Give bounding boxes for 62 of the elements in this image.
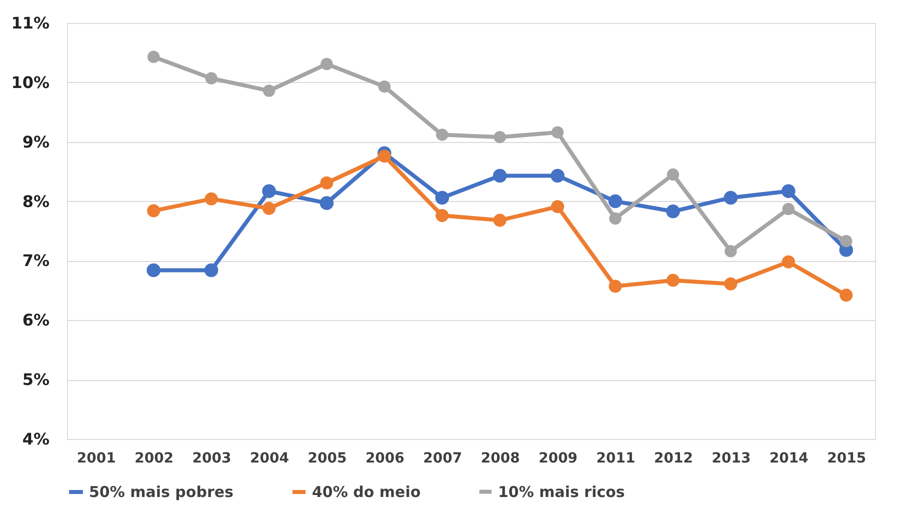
point — [724, 245, 737, 258]
point — [609, 212, 622, 225]
point — [320, 196, 334, 210]
x-tick-label: 2001 — [76, 450, 116, 466]
point — [436, 209, 449, 222]
point — [262, 184, 276, 198]
point — [147, 50, 160, 63]
point — [840, 234, 852, 248]
point — [320, 58, 333, 70]
y-tick-label: 10% — [11, 72, 50, 92]
point — [551, 200, 564, 214]
x-tick-label: 2014 — [769, 450, 809, 466]
point — [146, 263, 160, 278]
point — [436, 128, 448, 141]
point — [840, 288, 853, 302]
point — [494, 130, 506, 144]
x-tick-label: 2011 — [596, 450, 636, 466]
point — [724, 277, 738, 290]
y-tick-label: 11% — [11, 14, 50, 32]
y-tick-label: 9% — [22, 132, 50, 152]
point — [550, 168, 564, 183]
y-tick-label: 7% — [22, 251, 50, 270]
x-tick-label: 2012 — [654, 450, 693, 466]
legend-label: 50% mais pobres — [89, 483, 234, 501]
point — [378, 150, 391, 163]
y-tick-label: 5% — [22, 370, 50, 390]
x-tick-label: 2015 — [827, 450, 866, 466]
x-tick-label: 2006 — [365, 450, 404, 466]
x-tick-label: 2008 — [480, 450, 520, 466]
point — [493, 214, 506, 227]
point — [204, 192, 218, 206]
x-tick-label: 2002 — [134, 450, 174, 466]
point — [204, 263, 218, 278]
point — [608, 280, 622, 293]
point — [147, 204, 160, 218]
legend-label: 10% mais ricos — [498, 482, 625, 501]
point — [320, 176, 334, 190]
x-tick-label: 2004 — [250, 450, 290, 466]
point — [782, 184, 796, 198]
x-tick-label: 2005 — [308, 450, 347, 466]
point — [782, 202, 795, 216]
point — [724, 190, 738, 205]
x-tick-label: 2003 — [192, 450, 232, 466]
point — [262, 84, 276, 97]
x-tick-label: 2013 — [712, 450, 751, 466]
point — [666, 274, 680, 287]
point — [435, 190, 450, 205]
point — [782, 255, 795, 268]
x-tick-label: 2009 — [538, 450, 578, 466]
point — [666, 204, 680, 218]
point — [378, 80, 391, 93]
y-tick-label: 4% — [22, 430, 50, 448]
y-tick-label: 8% — [22, 192, 50, 211]
point — [492, 168, 507, 183]
x-tick-label: 2007 — [423, 450, 462, 466]
point — [551, 126, 564, 138]
y-tick-label: 6% — [22, 310, 50, 330]
point — [262, 202, 276, 215]
legend-label: 40% do meio — [312, 483, 421, 501]
point — [205, 72, 218, 84]
point — [666, 168, 680, 181]
point — [608, 194, 622, 208]
